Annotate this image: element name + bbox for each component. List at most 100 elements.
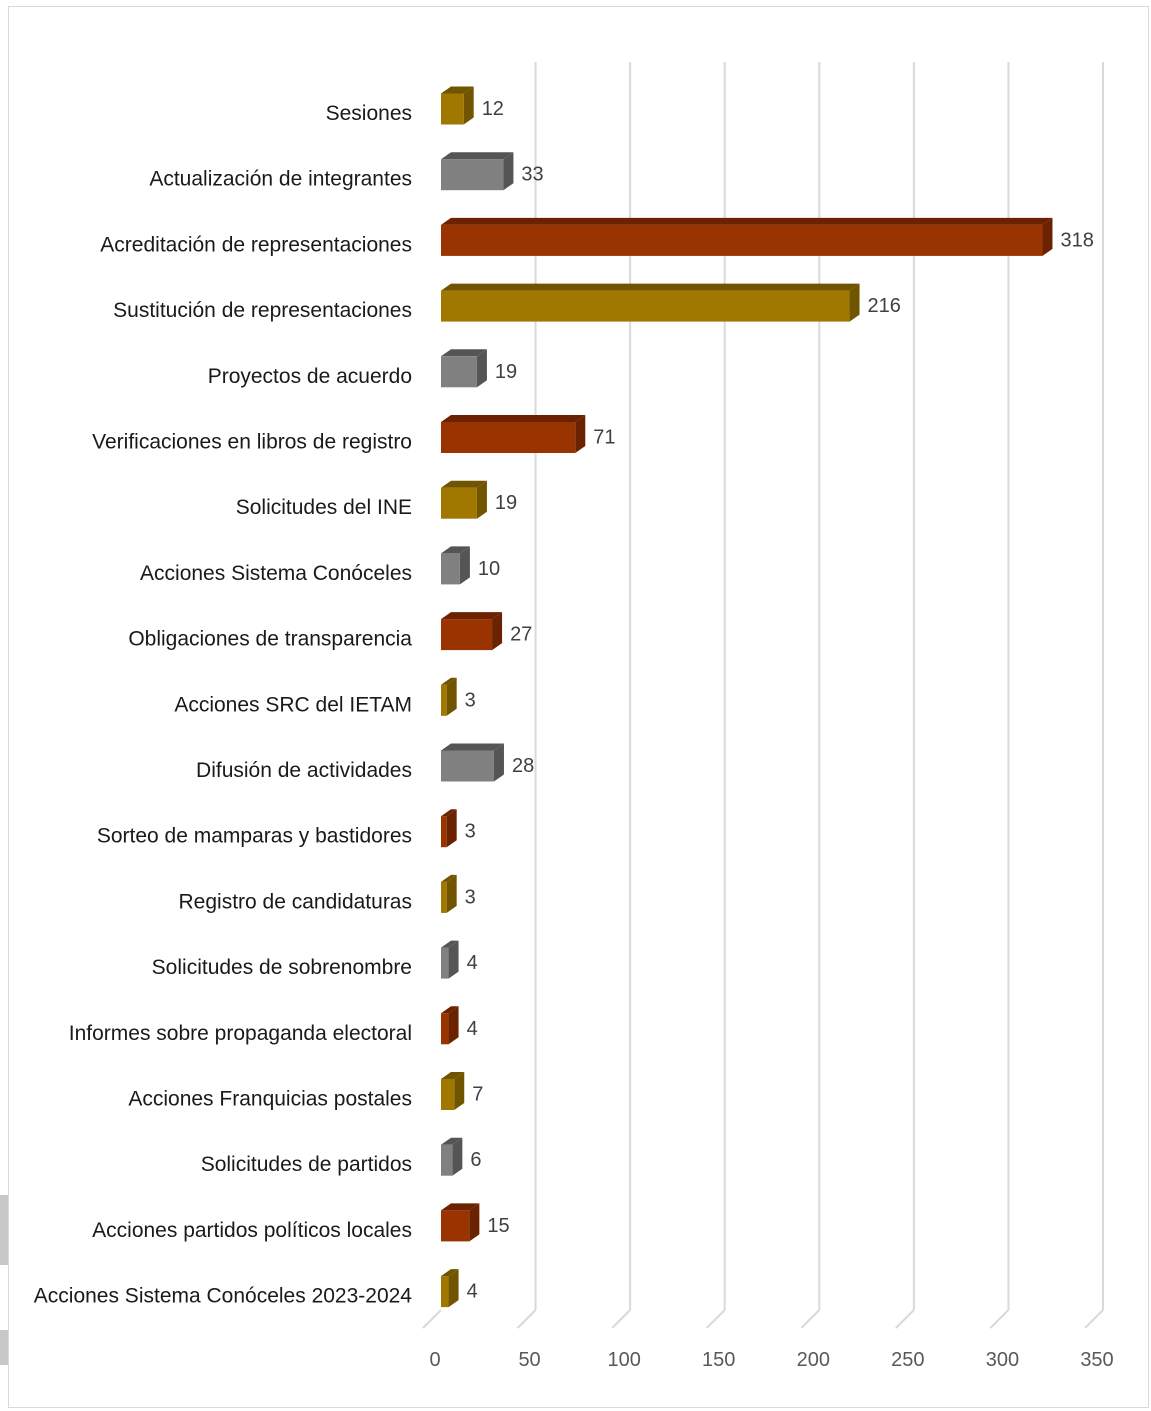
bar-side [446, 677, 457, 716]
category-label: Acciones Sistema Conóceles [140, 562, 412, 585]
bar-side [446, 809, 457, 848]
category-label: Acciones Franquicias postales [128, 1088, 412, 1111]
category-label: Sustitución de representaciones [113, 299, 412, 322]
bar-top [441, 86, 474, 94]
bar-top [441, 1203, 480, 1211]
bars [441, 86, 1053, 1308]
data-label: 71 [593, 427, 615, 449]
bar [441, 1079, 455, 1110]
gridline-floor [1084, 1309, 1104, 1329]
data-label: 3 [465, 821, 476, 843]
bar-side [446, 874, 457, 913]
bar-top [441, 546, 470, 554]
bar [441, 1144, 453, 1176]
bar-top [441, 1072, 465, 1079]
category-label: Verificaciones en libros de registro [92, 431, 412, 454]
category-label: Acciones Sistema Conóceles 2023-2024 [34, 1285, 413, 1308]
bar-top [441, 743, 504, 751]
x-tick-label: 50 [518, 1349, 540, 1371]
data-label: 10 [478, 558, 500, 580]
gridline-floor [895, 1309, 915, 1329]
category-label: Difusión de actividades [196, 759, 412, 782]
bar [441, 224, 1043, 256]
bar [441, 947, 449, 979]
bar [441, 1210, 470, 1242]
data-label: 15 [487, 1215, 509, 1237]
bar-side [476, 349, 487, 388]
data-label: 318 [1060, 229, 1093, 251]
category-label: Solicitudes de sobrenombre [152, 956, 412, 979]
category-label: Actualización de integrantes [149, 168, 412, 191]
category-label: Sorteo de mamparas y bastidores [97, 825, 412, 848]
bar-side [1042, 217, 1053, 256]
bar [441, 816, 447, 848]
data-label: 4 [467, 1281, 478, 1303]
category-label: Registro de candidaturas [179, 890, 412, 913]
x-tick-label: 300 [986, 1349, 1019, 1371]
left-edge-decoration [0, 1195, 8, 1265]
bar-top [441, 480, 487, 488]
bar-top [441, 1137, 463, 1145]
gridline-floor [706, 1309, 726, 1329]
bar-top [441, 1269, 459, 1277]
bar [441, 619, 493, 651]
bar [441, 684, 447, 716]
x-tick-label: 150 [702, 1349, 735, 1371]
category-label: Acciones partidos políticos locales [92, 1219, 412, 1242]
bar-side [849, 283, 860, 322]
data-label: 3 [465, 886, 476, 908]
category-label: Obligaciones de transparencia [128, 628, 412, 651]
bar-top [441, 809, 457, 817]
data-label: 28 [512, 755, 534, 777]
labels: 0 50 100 150 200 250 300 350 Sesiones 12 Actualiza… [34, 98, 1114, 1371]
bar [441, 356, 477, 388]
data-label: 27 [510, 624, 532, 646]
bar-side [454, 1072, 465, 1110]
category-label: Solicitudes del INE [236, 496, 412, 519]
bar-top [441, 217, 1053, 225]
bar-top [441, 1006, 459, 1014]
bar-side [448, 1269, 459, 1308]
bar-side [448, 940, 459, 979]
data-label: 3 [465, 689, 476, 711]
bar [441, 93, 464, 125]
bar-side [575, 415, 586, 453]
bar-side [459, 546, 470, 585]
bar-side [452, 1137, 463, 1176]
bar-top [441, 874, 457, 882]
gridline-floor [422, 1309, 442, 1329]
bar-top [441, 677, 457, 685]
bar [441, 553, 460, 585]
bar [441, 1013, 449, 1045]
bar-side [448, 1006, 459, 1045]
bar-side [476, 480, 487, 519]
bar-top [441, 152, 514, 160]
x-tick-label: 350 [1080, 1349, 1113, 1371]
category-label: Solicitudes de partidos [201, 1153, 412, 1176]
data-label: 33 [521, 164, 543, 186]
bar-side [503, 152, 514, 191]
bar-top [441, 415, 586, 422]
gridline-floor [989, 1309, 1010, 1329]
x-tick-label: 100 [607, 1349, 640, 1371]
bar [441, 881, 447, 913]
bar [441, 487, 477, 519]
data-label: 19 [495, 361, 517, 383]
data-label: 216 [868, 295, 901, 317]
data-label: 7 [472, 1084, 483, 1106]
bar [441, 750, 494, 782]
data-label: 12 [482, 98, 504, 120]
bar [441, 159, 504, 191]
category-label: Acreditación de representaciones [100, 233, 412, 256]
bar-top [441, 283, 860, 291]
data-label: 4 [467, 952, 478, 974]
bar [441, 1276, 449, 1308]
bar [441, 422, 576, 453]
gridline-floor [800, 1309, 820, 1329]
bar [441, 290, 850, 322]
category-label: Acciones SRC del IETAM [174, 693, 412, 716]
bar-top [441, 940, 459, 948]
bar-top [441, 349, 487, 357]
x-tick-label: 0 [429, 1349, 440, 1371]
